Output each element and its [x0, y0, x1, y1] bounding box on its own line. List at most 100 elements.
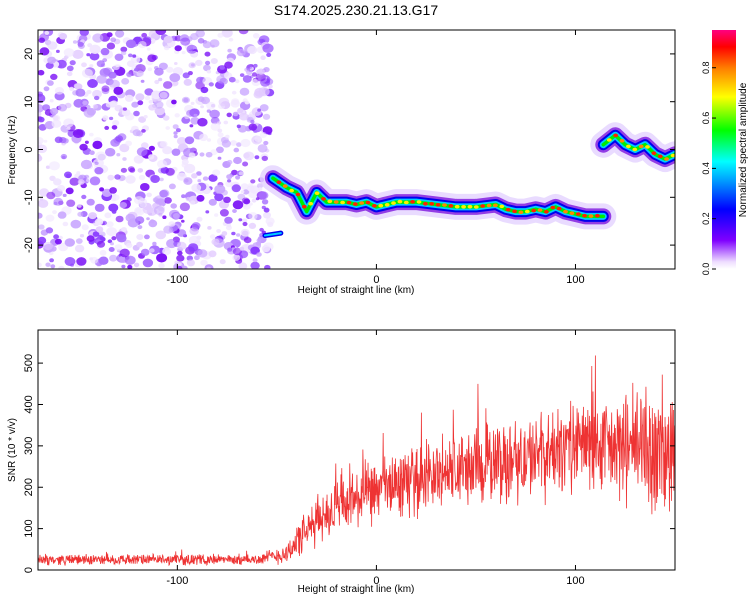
noise-blob — [148, 99, 154, 104]
noise-blob — [166, 66, 174, 73]
ridge-main-peak — [569, 211, 575, 215]
noise-blob — [206, 69, 212, 74]
colorbar-ticks: 0.0 0.2 0.4 0.6 0.8 — [701, 61, 716, 275]
noise-blob — [242, 230, 249, 236]
noise-blob — [114, 53, 124, 61]
noise-blob — [89, 132, 94, 137]
noise-blob — [196, 235, 202, 240]
noise-blob — [119, 202, 127, 209]
noise-blob — [38, 236, 47, 244]
noise-blob — [53, 234, 59, 240]
noise-blob — [263, 211, 271, 219]
noise-blob — [191, 183, 202, 192]
noise-blob — [155, 30, 167, 36]
noise-blob — [154, 67, 164, 76]
noise-blob — [191, 173, 198, 179]
noise-blob — [38, 262, 42, 268]
ridge-main-peak — [518, 210, 524, 215]
noise-blob — [170, 203, 177, 209]
snr-axes: -100 0 100 0 100 200 300 400 500 — [23, 330, 675, 587]
noise-blob — [188, 152, 196, 158]
snr-panel: -100 0 100 0 100 200 300 400 500 Height of strai… — [7, 329, 676, 595]
noise-blob — [173, 134, 178, 139]
noise-blob — [135, 64, 146, 73]
noise-blob — [190, 200, 196, 205]
noise-blob — [176, 137, 187, 146]
noise-blob — [214, 184, 226, 194]
ridge-main-peak — [403, 200, 409, 205]
noise-blob — [238, 171, 244, 176]
snr-x-tick-label: 0 — [373, 575, 379, 587]
noise-blob — [208, 174, 218, 182]
noise-blob — [38, 199, 49, 208]
ridge-main-peak — [346, 200, 352, 205]
noise-blob — [202, 176, 209, 181]
noise-blob — [140, 79, 145, 83]
noise-blob — [177, 262, 182, 266]
noise-blob — [228, 37, 234, 42]
noise-blob — [141, 142, 149, 149]
noise-blob — [206, 109, 211, 113]
ridge-main-peak — [486, 203, 492, 208]
ridge-main-peak — [582, 213, 587, 218]
noise-blob — [194, 255, 200, 261]
noise-blob — [239, 87, 250, 96]
noise-blob — [207, 226, 212, 230]
noise-blob — [70, 219, 82, 229]
noise-blob — [109, 79, 120, 89]
noise-blob — [262, 43, 274, 53]
noise-blob — [58, 265, 65, 269]
noise-blob — [177, 241, 187, 250]
noise-blob — [175, 128, 181, 133]
noise-blob — [141, 129, 146, 133]
noise-blob — [215, 146, 224, 154]
noise-blob — [143, 36, 152, 43]
noise-blob — [73, 98, 84, 108]
noise-blob — [136, 241, 144, 248]
noise-blob — [148, 145, 155, 151]
noise-blob — [238, 30, 249, 35]
noise-blob — [121, 227, 127, 232]
noise-blob — [176, 266, 183, 269]
noise-blob — [146, 47, 151, 51]
noise-blob — [252, 33, 260, 39]
noise-blob — [135, 208, 142, 214]
noise-blob — [251, 72, 258, 77]
noise-blob — [110, 100, 118, 107]
snr-y-tick-label: 100 — [23, 519, 35, 537]
noise-blob — [202, 41, 212, 49]
ridge-main-peak — [295, 192, 301, 197]
noise-blob — [173, 131, 178, 135]
noise-blob — [214, 193, 224, 202]
noise-blob — [81, 194, 87, 200]
noise-blob — [106, 32, 113, 38]
noise-blob — [241, 218, 248, 223]
noise-blob — [159, 141, 168, 148]
noise-blob — [218, 97, 230, 107]
ridge-main-peak — [340, 200, 345, 205]
spectrogram-y-label: Frequency (Hz) — [7, 116, 18, 185]
noise-blob — [72, 49, 84, 60]
noise-blob — [125, 140, 132, 147]
noise-blob — [82, 100, 88, 106]
noise-blob — [216, 229, 222, 233]
noise-blob — [233, 147, 240, 153]
noise-blob — [100, 47, 110, 56]
noise-blob — [261, 155, 268, 162]
noise-blob — [250, 119, 255, 124]
noise-blob — [81, 224, 89, 231]
noise-blob — [132, 54, 137, 58]
noise-blob — [45, 262, 51, 267]
noise-blob — [231, 90, 237, 95]
noise-blob — [231, 231, 236, 236]
noise-blob — [104, 212, 112, 219]
noise-blob — [246, 64, 253, 70]
noise-blob — [182, 72, 190, 79]
noise-blob — [47, 41, 58, 50]
noise-blob — [38, 144, 48, 154]
ridge-main-peak — [416, 200, 422, 204]
ridge-upper-peak — [626, 144, 631, 149]
noise-blob — [94, 167, 104, 175]
noise-blob — [76, 171, 81, 175]
noise-blob — [248, 212, 258, 220]
